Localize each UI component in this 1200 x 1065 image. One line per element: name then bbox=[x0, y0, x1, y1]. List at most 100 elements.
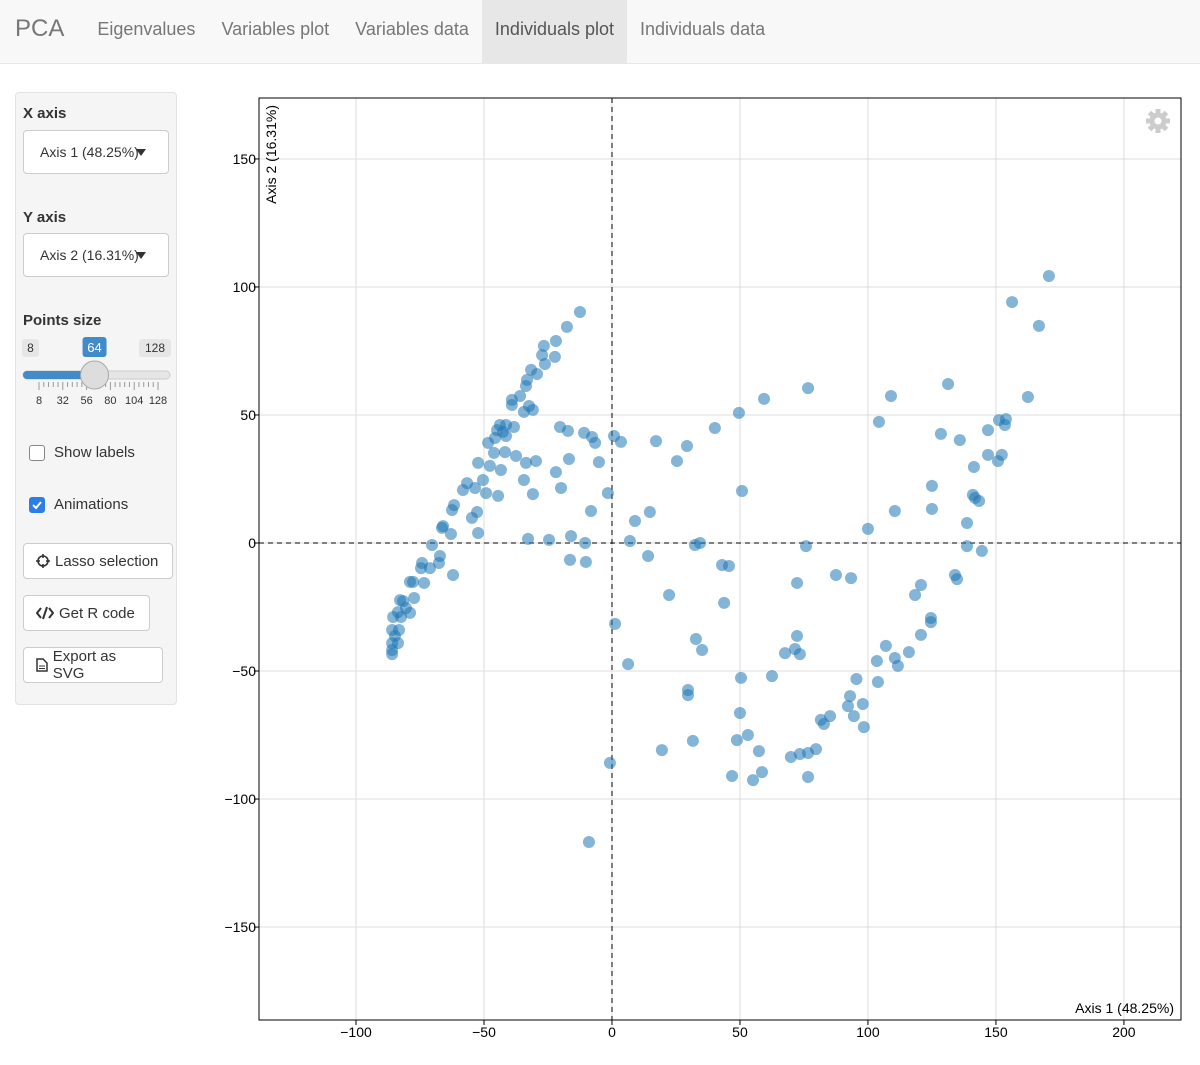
y-tick-label: 50 bbox=[240, 407, 256, 423]
rcode-button[interactable]: Get R code bbox=[23, 595, 150, 631]
point bbox=[925, 479, 938, 492]
point bbox=[861, 522, 874, 535]
point bbox=[951, 573, 964, 586]
check bbox=[32, 500, 42, 509]
select-text: Axis 1 (48.25%) bbox=[40, 144, 139, 160]
brand[interactable]: PCA bbox=[15, 15, 65, 42]
nav-tab[interactable]: Individuals plot bbox=[481, 0, 627, 63]
point bbox=[730, 734, 743, 747]
point bbox=[1032, 319, 1045, 332]
slider-max: 128 bbox=[145, 341, 165, 355]
point bbox=[480, 487, 493, 500]
point bbox=[517, 405, 530, 418]
point bbox=[509, 449, 522, 462]
point bbox=[614, 435, 627, 448]
y-tick-label: −100 bbox=[224, 791, 256, 807]
point bbox=[765, 670, 778, 683]
gear-tooth bbox=[1155, 109, 1161, 115]
point bbox=[494, 464, 507, 477]
point bbox=[791, 629, 804, 642]
point bbox=[1042, 269, 1055, 282]
point bbox=[526, 403, 539, 416]
slider-tick-label: 128 bbox=[149, 395, 167, 407]
point bbox=[446, 503, 459, 516]
point bbox=[934, 427, 947, 440]
icon bbox=[36, 606, 54, 620]
slider-value: 64 bbox=[87, 340, 101, 355]
slider[interactable]: 8 128 64 8 32 56 80 104 128 bbox=[16, 333, 176, 413]
slider-tick-label: 32 bbox=[57, 395, 69, 407]
nav-tab[interactable]: Eigenvalues bbox=[97, 19, 196, 39]
x-tick-label: 50 bbox=[732, 1024, 748, 1040]
point bbox=[663, 588, 676, 601]
slider-tick-label: 80 bbox=[104, 395, 116, 407]
settings-icon[interactable] bbox=[1146, 109, 1170, 133]
nav-tab[interactable]: Individuals data bbox=[640, 19, 766, 39]
slider-tick-label: 56 bbox=[80, 395, 92, 407]
icon bbox=[36, 658, 48, 672]
point bbox=[549, 334, 562, 347]
point bbox=[741, 729, 754, 742]
point bbox=[465, 511, 478, 524]
point bbox=[961, 540, 974, 553]
x-axis-label: X axis bbox=[23, 105, 67, 122]
select-text: Axis 2 (16.31%) bbox=[40, 247, 139, 263]
point bbox=[500, 429, 513, 442]
point bbox=[415, 562, 428, 575]
point bbox=[670, 455, 683, 468]
slider-handle[interactable] bbox=[80, 360, 110, 390]
checkbox[interactable]: Show labels bbox=[29, 444, 135, 461]
point bbox=[758, 392, 771, 405]
point bbox=[592, 456, 605, 469]
point bbox=[850, 672, 863, 685]
navbar: PCA Eigenvalues Variables plot Variables d… bbox=[0, 0, 1200, 64]
lasso-button[interactable]: Lasso selection bbox=[23, 543, 173, 579]
point bbox=[537, 339, 550, 352]
point bbox=[472, 527, 485, 540]
gear-hole bbox=[1154, 117, 1162, 125]
y-axis-select[interactable]: Axis 2 (16.31%) bbox=[23, 233, 169, 277]
export-button[interactable]: Export as SVG bbox=[23, 647, 163, 683]
point bbox=[909, 588, 922, 601]
point bbox=[457, 483, 470, 496]
checkbox-box[interactable] bbox=[29, 496, 45, 513]
checkbox[interactable]: Animations bbox=[29, 496, 128, 513]
point bbox=[793, 648, 806, 661]
point bbox=[942, 377, 955, 390]
y-tick-label: −50 bbox=[232, 663, 256, 679]
point bbox=[689, 633, 702, 646]
icon bbox=[36, 554, 50, 568]
point bbox=[733, 707, 746, 720]
point bbox=[579, 536, 592, 549]
caret bbox=[136, 252, 146, 259]
x-tick-label: 200 bbox=[1112, 1024, 1136, 1040]
point bbox=[752, 745, 765, 758]
x-axis-select[interactable]: Axis 1 (48.25%) bbox=[23, 130, 169, 174]
point bbox=[734, 671, 747, 684]
point bbox=[857, 721, 870, 734]
checkbox-label: Animations bbox=[54, 496, 129, 513]
point bbox=[519, 380, 532, 393]
point bbox=[871, 676, 884, 689]
points-size-label: Points size bbox=[23, 312, 102, 329]
point bbox=[802, 382, 815, 395]
x-tick-label: −100 bbox=[340, 1024, 372, 1040]
point bbox=[655, 744, 668, 757]
nav-tab[interactable]: Variables plot bbox=[221, 19, 330, 39]
slider-tick-label: 104 bbox=[125, 395, 143, 407]
point bbox=[991, 455, 1004, 468]
point bbox=[642, 550, 655, 563]
point bbox=[643, 506, 656, 519]
point bbox=[483, 459, 496, 472]
nav-tab[interactable]: Variables data bbox=[355, 19, 469, 39]
point bbox=[841, 700, 854, 713]
checkbox-label: Show labels bbox=[54, 444, 135, 461]
checkbox-box[interactable] bbox=[29, 444, 45, 461]
point bbox=[487, 446, 500, 459]
point bbox=[891, 659, 904, 672]
point bbox=[847, 710, 860, 723]
point bbox=[548, 350, 561, 363]
point bbox=[565, 530, 578, 543]
